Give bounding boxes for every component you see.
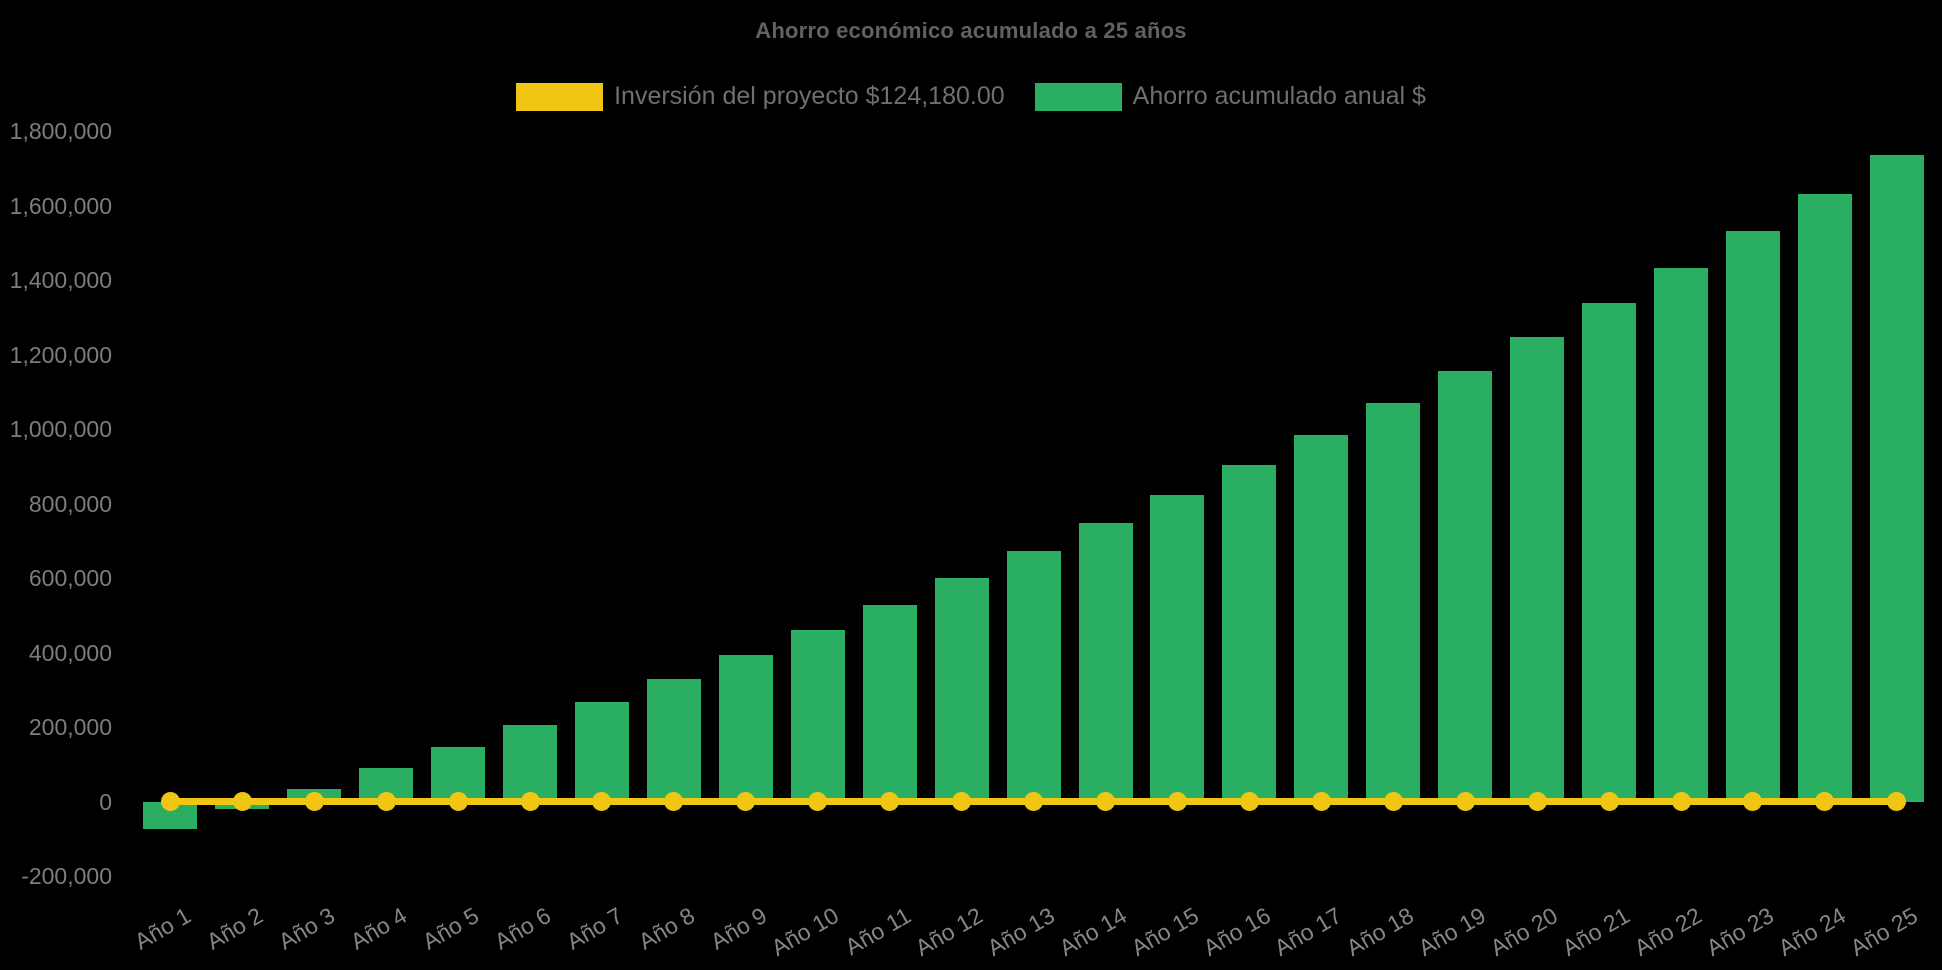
savings-bar[interactable]: [1366, 403, 1421, 802]
investment-line-point[interactable]: [1239, 792, 1259, 812]
x-axis-tick-label: Año 14: [1054, 902, 1131, 961]
y-axis-tick-label: 600,000: [28, 565, 112, 592]
x-axis-tick-label: Año 8: [633, 902, 699, 955]
y-axis-tick-label: 1,800,000: [9, 118, 112, 145]
investment-line-point[interactable]: [448, 792, 468, 812]
investment-line-point[interactable]: [952, 792, 972, 812]
y-axis-tick-label: 200,000: [28, 714, 112, 741]
savings-bar[interactable]: [862, 604, 917, 802]
x-axis-tick-label: Año 23: [1701, 902, 1778, 961]
investment-line-point[interactable]: [1167, 792, 1187, 812]
x-axis-tick-label: Año 11: [840, 902, 915, 961]
investment-line-point[interactable]: [1527, 792, 1547, 812]
x-axis-tick-label: Año 4: [346, 902, 412, 955]
savings-bar[interactable]: [1582, 303, 1637, 802]
legend-item-savings[interactable]: Ahorro acumulado anual $: [1034, 82, 1426, 111]
legend-label-savings: Ahorro acumulado anual $: [1132, 82, 1426, 110]
savings-bar[interactable]: [1294, 434, 1349, 802]
y-axis-tick-label: 400,000: [28, 639, 112, 666]
savings-bar[interactable]: [503, 725, 557, 802]
x-axis-tick-label: Año 20: [1486, 902, 1563, 961]
x-axis-tick-label: Año 7: [561, 902, 627, 955]
legend-item-investment[interactable]: Inversión del proyecto $124,180.00: [516, 82, 1005, 111]
savings-bar-swatch: [1034, 82, 1122, 111]
x-axis-tick-label: Año 21: [1557, 902, 1635, 961]
x-axis-tick-label: Año 3: [274, 902, 340, 955]
investment-line-point[interactable]: [1096, 792, 1116, 812]
savings-bar[interactable]: [1797, 193, 1852, 802]
y-axis-tick-label: 1,600,000: [9, 192, 112, 219]
investment-line-point[interactable]: [376, 792, 396, 812]
x-axis-tick-label: Año 1: [130, 902, 196, 955]
savings-bar[interactable]: [1654, 267, 1709, 802]
x-axis-tick-label: Año 24: [1773, 902, 1850, 961]
investment-line-point[interactable]: [1887, 792, 1907, 812]
y-axis-tick-label: 1,400,000: [9, 267, 112, 294]
y-axis-tick-label: -200,000: [21, 863, 112, 890]
y-axis-tick-label: 1,200,000: [9, 341, 112, 368]
investment-line-point[interactable]: [736, 792, 756, 812]
investment-line-point[interactable]: [304, 792, 324, 812]
savings-bar[interactable]: [1150, 494, 1205, 802]
x-axis-tick-label: Año 9: [705, 902, 771, 955]
savings-bar[interactable]: [1725, 231, 1780, 802]
investment-line-point[interactable]: [1383, 792, 1403, 812]
x-axis-tick-label: Año 15: [1126, 902, 1203, 961]
investment-line-point[interactable]: [592, 792, 612, 812]
investment-line-point[interactable]: [808, 792, 828, 812]
savings-bar[interactable]: [1869, 155, 1924, 802]
investment-line-point[interactable]: [1815, 792, 1835, 812]
investment-line-point[interactable]: [1671, 792, 1691, 812]
savings-bar[interactable]: [790, 630, 845, 802]
legend: Inversión del proyecto $124,180.00 Ahorr…: [0, 82, 1942, 111]
savings-bar[interactable]: [646, 679, 701, 802]
chart-title: Ahorro económico acumulado a 25 años: [755, 18, 1187, 43]
x-axis-tick-label: Año 10: [766, 902, 843, 961]
x-axis-tick-label: Año 16: [1198, 902, 1275, 961]
investment-line-point[interactable]: [1743, 792, 1763, 812]
investment-line-point[interactable]: [160, 792, 180, 812]
investment-line-point[interactable]: [520, 792, 540, 812]
investment-line-point[interactable]: [1311, 792, 1331, 812]
savings-bar[interactable]: [574, 702, 629, 802]
savings-bar[interactable]: [934, 578, 989, 802]
x-axis-tick-label: Año 6: [489, 902, 555, 955]
y-axis-tick-label: 800,000: [28, 490, 112, 517]
investment-line-point[interactable]: [664, 792, 684, 812]
investment-line-point[interactable]: [1455, 792, 1475, 812]
investment-line-point[interactable]: [880, 792, 900, 812]
investment-line-point[interactable]: [1024, 792, 1044, 812]
investment-line-point[interactable]: [1599, 792, 1619, 812]
x-axis-tick-label: Año 13: [982, 902, 1059, 961]
x-axis-tick-label: Año 18: [1342, 902, 1419, 961]
investment-line-point[interactable]: [232, 792, 252, 812]
savings-bar[interactable]: [1078, 523, 1133, 802]
x-axis-tick-label: Año 19: [1414, 902, 1491, 961]
savings-bar[interactable]: [1438, 370, 1493, 802]
y-axis-tick-label: 0: [99, 788, 112, 815]
investment-line-swatch: [516, 82, 604, 111]
x-axis-tick-label: Año 17: [1270, 902, 1347, 961]
savings-bar[interactable]: [1006, 551, 1061, 802]
x-axis-tick-label: Año 5: [418, 902, 484, 955]
savings-bar[interactable]: [1222, 465, 1277, 802]
legend-label-investment: Inversión del proyecto $124,180.00: [614, 82, 1005, 110]
y-axis-tick-label: 1,000,000: [9, 416, 112, 443]
x-axis-tick-label: Año 25: [1845, 902, 1922, 961]
savings-bar[interactable]: [718, 654, 773, 802]
x-axis-tick-label: Año 12: [910, 902, 987, 961]
x-axis-tick-label: Año 2: [202, 902, 268, 955]
x-axis-tick-label: Año 22: [1629, 902, 1707, 961]
savings-bar[interactable]: [1510, 337, 1565, 802]
